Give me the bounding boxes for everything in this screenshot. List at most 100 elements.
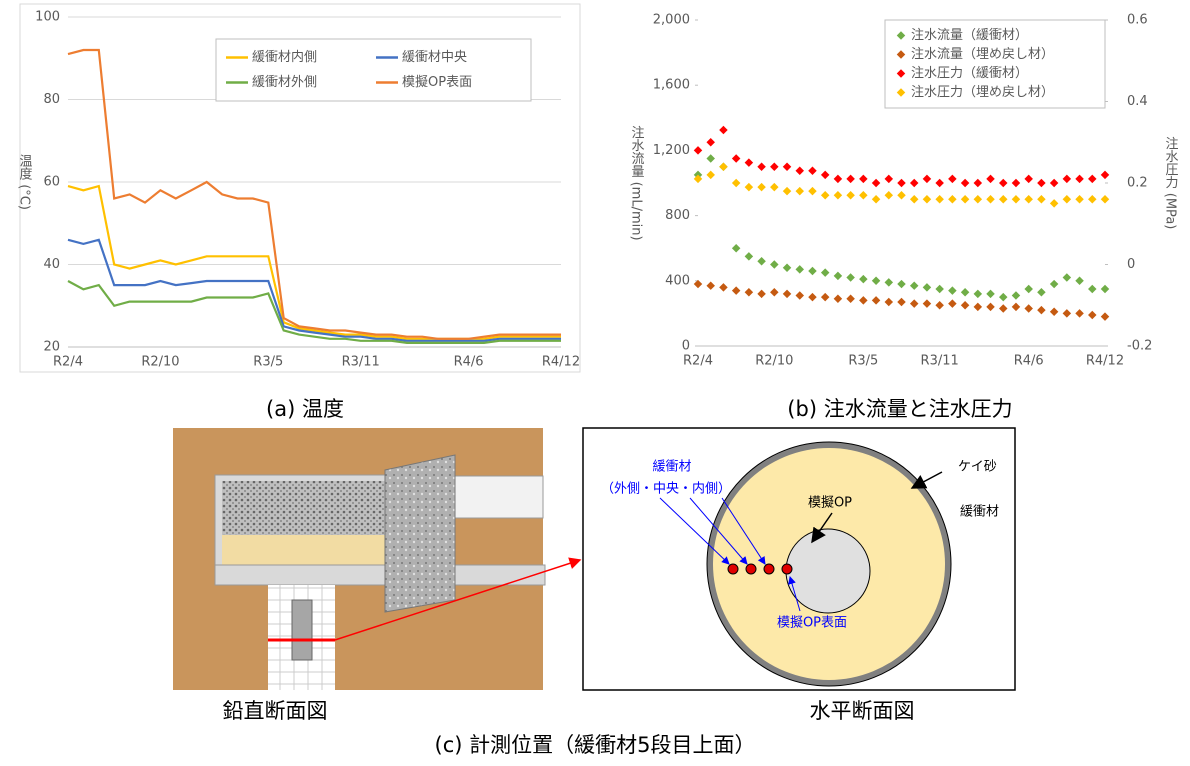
point xyxy=(897,178,906,188)
point xyxy=(846,273,855,282)
caption: (a) 温度 xyxy=(266,397,344,421)
x-tick-label: R4/12 xyxy=(1086,354,1124,369)
y-tick-label: 60 xyxy=(43,175,60,190)
legend-label: 注水圧力（埋め戻し材） xyxy=(911,85,1054,100)
label: 模擬OP xyxy=(808,495,852,511)
x-tick-label: R2/4 xyxy=(683,354,713,369)
point xyxy=(1024,195,1033,204)
point xyxy=(693,146,703,155)
point xyxy=(948,195,957,204)
point xyxy=(757,162,766,171)
series-line xyxy=(67,280,561,344)
point xyxy=(770,260,779,269)
y-tick-label: 80 xyxy=(43,92,60,107)
y2-tick-label: 0.2 xyxy=(1127,176,1148,191)
diagram-title: 水平断面図 xyxy=(810,699,915,723)
point xyxy=(1075,174,1084,184)
y-tick-label: 400 xyxy=(665,273,690,288)
point xyxy=(808,166,817,176)
x-tick-label: R3/11 xyxy=(921,354,959,369)
point xyxy=(846,294,855,303)
x-tick-label: R2/4 xyxy=(53,355,83,370)
label: 緩衝材 xyxy=(960,505,999,520)
label: 模擬OP表面 xyxy=(777,615,847,631)
y-tick-label: 1,200 xyxy=(653,143,690,158)
x-tick-label: R3/5 xyxy=(848,354,878,369)
point xyxy=(909,299,919,308)
point xyxy=(795,265,804,274)
point xyxy=(1011,195,1021,204)
y-tick-label: 40 xyxy=(43,257,60,272)
x-tick-label: R4/12 xyxy=(542,355,580,370)
point xyxy=(1088,284,1097,294)
point xyxy=(884,278,894,287)
diagram-title: 鉛直断面図 xyxy=(223,699,328,723)
point xyxy=(884,174,894,184)
point xyxy=(1049,307,1059,317)
point xyxy=(999,178,1008,188)
y-axis-title: 温度 (°C) xyxy=(17,154,33,210)
point xyxy=(922,299,932,308)
point xyxy=(833,294,843,303)
point xyxy=(1062,195,1072,204)
point xyxy=(719,283,728,292)
point xyxy=(859,274,868,284)
point xyxy=(1049,279,1059,289)
point xyxy=(1075,195,1084,204)
point xyxy=(706,138,715,147)
point xyxy=(973,302,983,312)
y-tick-label: 1,600 xyxy=(653,78,690,93)
point xyxy=(770,287,779,297)
y2-axis-title: 注水圧力 (MPa) xyxy=(1163,137,1179,230)
point xyxy=(1037,305,1046,315)
point xyxy=(1049,178,1059,188)
point xyxy=(922,283,932,292)
point xyxy=(808,292,817,302)
point xyxy=(808,186,817,196)
point xyxy=(731,243,741,253)
y-tick-label: 2,000 xyxy=(653,13,690,28)
point xyxy=(935,195,944,204)
point xyxy=(782,162,792,171)
point xyxy=(859,296,868,305)
caption: (b) 注水流量と注水圧力 xyxy=(787,397,1012,421)
point xyxy=(986,174,995,184)
y2-tick-label: 0.6 xyxy=(1127,13,1148,28)
point xyxy=(1011,291,1021,300)
series-line xyxy=(67,238,561,342)
point xyxy=(960,301,970,310)
y2-tick-label: 0 xyxy=(1127,257,1135,272)
vertical-section xyxy=(173,428,582,690)
point xyxy=(706,154,715,163)
point xyxy=(693,279,703,289)
point xyxy=(833,271,843,281)
point xyxy=(731,178,741,188)
point xyxy=(744,158,754,167)
point xyxy=(1062,273,1072,282)
point xyxy=(935,301,944,310)
series-line xyxy=(67,184,561,340)
point xyxy=(884,190,894,200)
point xyxy=(871,296,881,305)
point xyxy=(1037,195,1046,204)
point xyxy=(757,289,766,299)
point xyxy=(935,178,944,188)
legend-box xyxy=(884,19,1106,109)
point xyxy=(770,182,779,192)
legend-label: 緩衝材外側 xyxy=(252,75,317,90)
point xyxy=(922,195,932,204)
point xyxy=(1037,287,1046,297)
point xyxy=(1024,304,1033,313)
y-axis-title: 注水流量 (mL/min) xyxy=(629,125,645,240)
point xyxy=(948,174,957,184)
point xyxy=(897,279,906,289)
point xyxy=(948,286,957,295)
point xyxy=(1037,178,1046,188)
point xyxy=(1100,284,1110,294)
point xyxy=(1100,195,1110,204)
point xyxy=(706,281,715,290)
x-tick-label: R3/11 xyxy=(342,355,380,370)
point xyxy=(731,286,741,295)
point xyxy=(871,178,881,188)
point xyxy=(820,268,830,277)
